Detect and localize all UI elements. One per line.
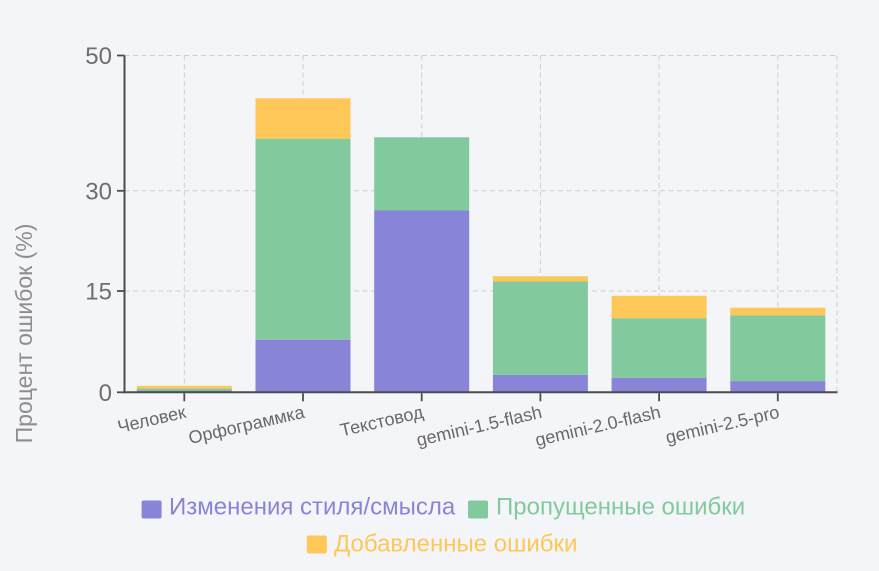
svg-text:Изменения стиля/смысла: Изменения стиля/смысла: [169, 494, 456, 521]
svg-text:0: 0: [99, 380, 112, 407]
svg-text:15: 15: [85, 279, 112, 306]
svg-text:Процент ошибок (%): Процент ошибок (%): [11, 224, 37, 444]
svg-text:Добавленные ошибки: Добавленные ошибки: [334, 531, 577, 558]
svg-text:50: 50: [85, 43, 112, 70]
svg-text:30: 30: [85, 178, 112, 205]
svg-text:Пропущенные ошибки: Пропущенные ошибки: [496, 494, 745, 521]
